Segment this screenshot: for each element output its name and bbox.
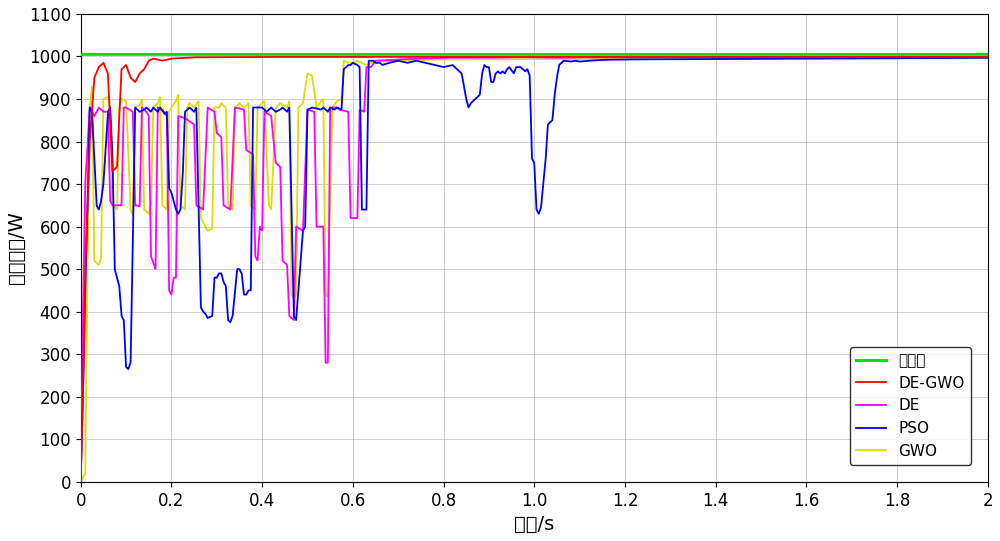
目标値 xyxy=(747,51,759,57)
DE-GWO xyxy=(120,62,132,69)
DE xyxy=(747,54,759,60)
Line: DE-GWO: DE-GWO xyxy=(81,57,988,482)
DE-GWO xyxy=(403,54,415,60)
DE-GWO xyxy=(256,54,268,60)
GWO xyxy=(796,55,808,62)
PSO xyxy=(403,59,415,65)
Line: DE: DE xyxy=(81,57,988,482)
DE xyxy=(796,54,808,60)
GWO xyxy=(120,103,132,110)
目标値 xyxy=(982,51,994,57)
PSO xyxy=(75,479,87,485)
DE-GWO xyxy=(796,54,808,60)
DE xyxy=(651,54,663,61)
X-axis label: 时间/s: 时间/s xyxy=(514,515,554,534)
DE-GWO xyxy=(982,54,994,60)
PSO xyxy=(651,56,663,63)
PSO xyxy=(982,55,994,61)
目标値 xyxy=(796,51,808,57)
目标値 xyxy=(611,51,623,57)
PSO xyxy=(611,56,623,63)
GWO xyxy=(982,55,994,62)
目标値 xyxy=(120,51,132,57)
PSO xyxy=(796,55,808,62)
PSO xyxy=(120,364,132,371)
DE xyxy=(982,54,994,60)
DE xyxy=(75,479,87,485)
DE xyxy=(120,104,132,111)
GWO xyxy=(651,56,663,62)
GWO xyxy=(75,479,87,485)
目标値 xyxy=(403,51,415,57)
DE xyxy=(755,54,767,60)
目标値 xyxy=(651,51,663,57)
PSO xyxy=(747,56,759,62)
DE xyxy=(403,56,415,62)
GWO xyxy=(611,56,623,62)
GWO xyxy=(747,55,759,62)
DE-GWO xyxy=(651,54,663,60)
Line: PSO: PSO xyxy=(81,58,988,482)
Y-axis label: 输出功率/W: 输出功率/W xyxy=(7,212,26,285)
GWO xyxy=(403,57,415,63)
Legend: 目标値, DE-GWO, DE, PSO, GWO: 目标値, DE-GWO, DE, PSO, GWO xyxy=(850,347,971,465)
目标値 xyxy=(75,51,87,57)
DE xyxy=(611,54,623,61)
DE-GWO xyxy=(747,54,759,60)
DE-GWO xyxy=(75,479,87,485)
Line: GWO: GWO xyxy=(81,58,988,482)
DE-GWO xyxy=(612,54,624,60)
